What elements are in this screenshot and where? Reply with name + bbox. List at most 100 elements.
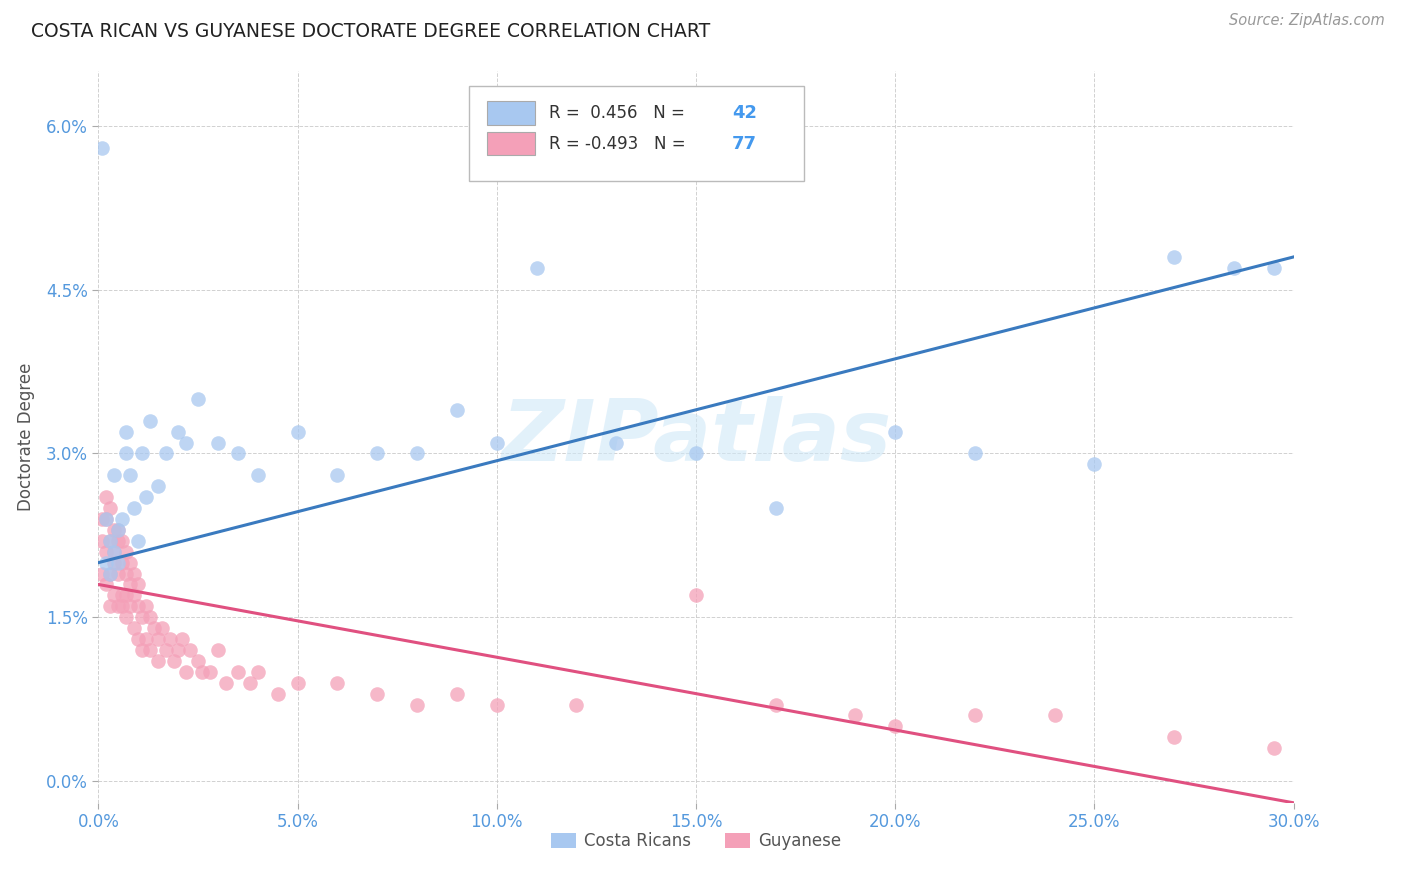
Point — [115, 425, 138, 439]
Point — [131, 446, 153, 460]
Point — [163, 654, 186, 668]
Point — [963, 446, 986, 460]
Point — [226, 446, 249, 460]
Point — [91, 141, 114, 155]
Point — [246, 665, 269, 679]
Point — [103, 545, 125, 559]
Point — [215, 675, 238, 690]
FancyBboxPatch shape — [486, 132, 534, 155]
Point — [120, 599, 142, 614]
Point — [148, 632, 170, 646]
Point — [127, 533, 149, 548]
Point — [124, 588, 146, 602]
Point — [207, 435, 229, 450]
Point — [172, 632, 194, 646]
Point — [226, 665, 249, 679]
Legend: Costa Ricans, Guyanese: Costa Ricans, Guyanese — [544, 825, 848, 856]
Point — [96, 512, 118, 526]
Point — [446, 687, 468, 701]
Point — [139, 610, 162, 624]
Point — [111, 512, 134, 526]
Point — [96, 512, 118, 526]
Text: R =  0.456   N =: R = 0.456 N = — [548, 104, 690, 122]
Point — [127, 632, 149, 646]
Point — [167, 643, 190, 657]
Point — [287, 425, 309, 439]
Point — [406, 698, 429, 712]
Point — [246, 468, 269, 483]
Point — [96, 545, 118, 559]
Point — [1263, 260, 1285, 275]
Point — [406, 446, 429, 460]
Point — [485, 698, 508, 712]
Point — [103, 523, 125, 537]
Point — [1223, 260, 1246, 275]
Point — [191, 665, 214, 679]
Point — [103, 556, 125, 570]
Point — [159, 632, 181, 646]
Point — [127, 599, 149, 614]
Point — [844, 708, 866, 723]
Point — [107, 523, 129, 537]
Point — [155, 446, 177, 460]
Point — [884, 425, 907, 439]
Point — [91, 512, 114, 526]
Point — [98, 533, 122, 548]
Point — [287, 675, 309, 690]
Point — [111, 556, 134, 570]
Point — [115, 566, 138, 581]
Text: 77: 77 — [733, 135, 756, 153]
Point — [135, 599, 157, 614]
Point — [239, 675, 262, 690]
Point — [1043, 708, 1066, 723]
Text: ZIPatlas: ZIPatlas — [501, 395, 891, 479]
Point — [267, 687, 290, 701]
Point — [1083, 458, 1105, 472]
Point — [96, 490, 118, 504]
Point — [131, 610, 153, 624]
Point — [115, 545, 138, 559]
Y-axis label: Doctorate Degree: Doctorate Degree — [17, 363, 35, 511]
Point — [366, 446, 388, 460]
Point — [765, 698, 787, 712]
Point — [605, 435, 627, 450]
Point — [131, 643, 153, 657]
Point — [91, 533, 114, 548]
Point — [685, 588, 707, 602]
Point — [127, 577, 149, 591]
Text: COSTA RICAN VS GUYANESE DOCTORATE DEGREE CORRELATION CHART: COSTA RICAN VS GUYANESE DOCTORATE DEGREE… — [31, 22, 710, 41]
Point — [179, 643, 201, 657]
Point — [565, 698, 588, 712]
Point — [120, 577, 142, 591]
Point — [107, 523, 129, 537]
Point — [187, 392, 209, 406]
Point — [1163, 731, 1185, 745]
Point — [326, 675, 349, 690]
Point — [111, 533, 134, 548]
Point — [96, 577, 118, 591]
Point — [150, 621, 173, 635]
Point — [98, 501, 122, 516]
Point — [139, 414, 162, 428]
Point — [187, 654, 209, 668]
Point — [135, 632, 157, 646]
Point — [765, 501, 787, 516]
Point — [167, 425, 190, 439]
Point — [446, 402, 468, 417]
Point — [884, 719, 907, 733]
Point — [98, 566, 122, 581]
Text: R = -0.493   N =: R = -0.493 N = — [548, 135, 690, 153]
Point — [107, 533, 129, 548]
Point — [107, 566, 129, 581]
Point — [98, 566, 122, 581]
Point — [111, 599, 134, 614]
Point — [98, 533, 122, 548]
Point — [685, 446, 707, 460]
Point — [91, 566, 114, 581]
Point — [135, 490, 157, 504]
Point — [98, 599, 122, 614]
Point — [124, 566, 146, 581]
Point — [107, 599, 129, 614]
Point — [103, 468, 125, 483]
Point — [207, 643, 229, 657]
